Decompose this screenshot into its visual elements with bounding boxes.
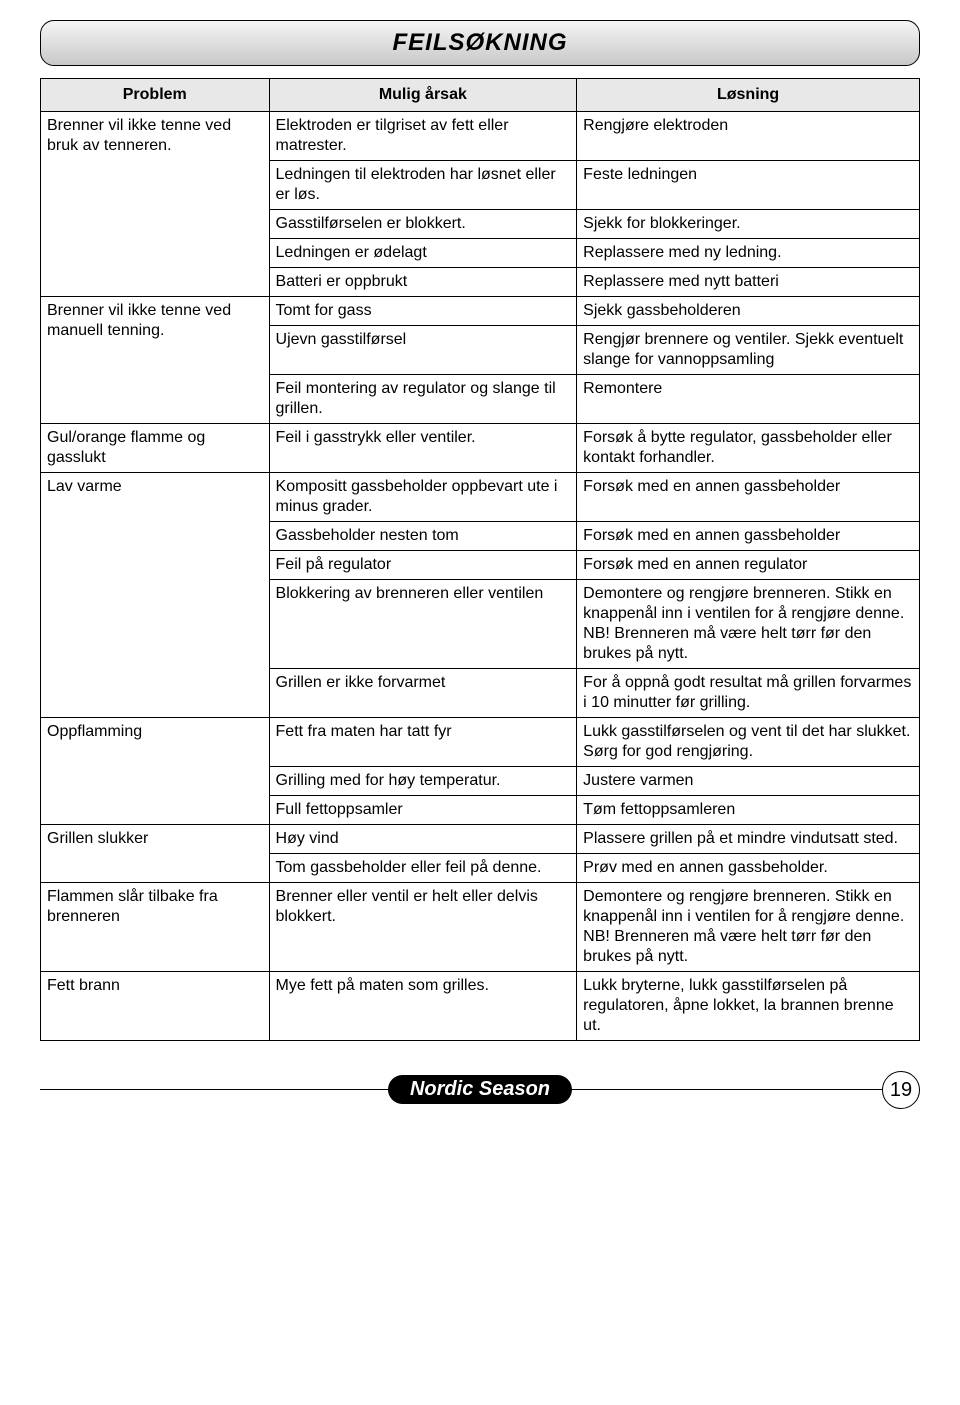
cell-solution: Feste ledningen [577,161,920,210]
cell-cause: Ledningen til elektroden har løsnet elle… [269,161,577,210]
cell-cause: Batteri er oppbrukt [269,268,577,297]
header-solution: Løsning [577,79,920,112]
table-row: Brenner vil ikke tenne ved bruk av tenne… [41,112,920,161]
cell-solution: Plassere grillen på et mindre vindutsatt… [577,825,920,854]
cell-solution: Sjekk gassbeholderen [577,297,920,326]
table-header-row: Problem Mulig årsak Løsning [41,79,920,112]
cell-solution: Remontere [577,375,920,424]
cell-cause: Ujevn gasstilførsel [269,326,577,375]
header-problem: Problem [41,79,270,112]
table-row: Brenner vil ikke tenne ved manuell tenni… [41,297,920,326]
header-cause: Mulig årsak [269,79,577,112]
cell-solution: Justere varmen [577,767,920,796]
page: FEILSØKNING Problem Mulig årsak Løsning … [0,0,960,1143]
cell-cause: Feil i gasstrykk eller ventiler. [269,424,577,473]
cell-problem: Brenner vil ikke tenne ved manuell tenni… [41,297,270,424]
cell-solution: Prøv med en annen gassbeholder. [577,854,920,883]
cell-problem: Lav varme [41,473,270,718]
cell-cause: Gasstilførselen er blokkert. [269,210,577,239]
cell-solution: Lukk bryterne, lukk gasstilførselen på r… [577,972,920,1041]
cell-solution: For å oppnå godt resultat må grillen for… [577,669,920,718]
cell-cause: Feil på regulator [269,551,577,580]
cell-solution: Sjekk for blokkeringer. [577,210,920,239]
cell-problem: Oppflamming [41,718,270,825]
cell-cause: Høy vind [269,825,577,854]
cell-solution: Replassere med nytt batteri [577,268,920,297]
troubleshoot-table: Problem Mulig årsak Løsning Brenner vil … [40,78,920,1041]
cell-problem: Grillen slukker [41,825,270,883]
cell-solution: Forsøk med en annen gassbeholder [577,473,920,522]
cell-cause: Fett fra maten har tatt fyr [269,718,577,767]
cell-cause: Feil montering av regulator og slange ti… [269,375,577,424]
cell-cause: Mye fett på maten som grilles. [269,972,577,1041]
cell-solution: Rengjør brennere og ventiler. Sjekk even… [577,326,920,375]
cell-solution: Lukk gasstilførselen og vent til det har… [577,718,920,767]
cell-solution: Forsøk med en annen gassbeholder [577,522,920,551]
cell-cause: Ledningen er ødelagt [269,239,577,268]
cell-solution: Demontere og rengjøre brenneren. Stikk e… [577,883,920,972]
title-bar: FEILSØKNING [40,20,920,66]
table-row: Fett brann Mye fett på maten som grilles… [41,972,920,1041]
table-row: Lav varme Kompositt gassbeholder oppbeva… [41,473,920,522]
page-title: FEILSØKNING [392,29,567,56]
cell-problem: Brenner vil ikke tenne ved bruk av tenne… [41,112,270,297]
cell-cause: Full fettoppsamler [269,796,577,825]
cell-problem: Flammen slår tilbake fra brenneren [41,883,270,972]
cell-cause: Kompositt gassbeholder oppbevart ute i m… [269,473,577,522]
table-row: Flammen slår tilbake fra brenneren Brenn… [41,883,920,972]
cell-cause: Blokkering av brenneren eller ventilen [269,580,577,669]
table-row: Gul/orange flamme og gasslukt Feil i gas… [41,424,920,473]
cell-cause: Tomt for gass [269,297,577,326]
cell-cause: Gassbeholder nesten tom [269,522,577,551]
page-footer: Nordic Season 19 [40,1069,920,1113]
cell-cause: Brenner eller ventil er helt eller delvi… [269,883,577,972]
page-number: 19 [882,1071,920,1109]
cell-solution: Tøm fettoppsamleren [577,796,920,825]
cell-problem: Gul/orange flamme og gasslukt [41,424,270,473]
cell-solution: Replassere med ny ledning. [577,239,920,268]
cell-solution: Rengjøre elektroden [577,112,920,161]
cell-solution: Demontere og rengjøre brenneren. Stikk e… [577,580,920,669]
table-row: Oppflamming Fett fra maten har tatt fyr … [41,718,920,767]
cell-cause: Tom gassbeholder eller feil på denne. [269,854,577,883]
cell-problem: Fett brann [41,972,270,1041]
cell-solution: Forsøk med en annen regulator [577,551,920,580]
cell-cause: Grilling med for høy temperatur. [269,767,577,796]
brand-lozenge: Nordic Season [388,1075,572,1104]
cell-cause: Elektroden er tilgriset av fett eller ma… [269,112,577,161]
table-row: Grillen slukker Høy vind Plassere grille… [41,825,920,854]
cell-cause: Grillen er ikke forvarmet [269,669,577,718]
cell-solution: Forsøk å bytte regulator, gassbeholder e… [577,424,920,473]
